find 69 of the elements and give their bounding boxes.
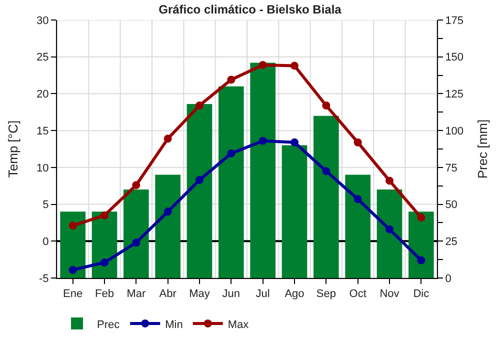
bar: [376, 190, 402, 278]
point: [258, 60, 267, 69]
x-tick-label: Ago: [284, 288, 304, 300]
y-axis-title: Temp [°C]: [6, 120, 20, 178]
point: [322, 167, 330, 176]
y-tick-label: 15: [36, 125, 49, 138]
y-tick-label: -5: [39, 272, 49, 285]
point: [196, 102, 204, 110]
x-tick-label: Dic: [413, 288, 430, 300]
bar: [345, 174, 370, 278]
x-tick-label: May: [189, 288, 210, 300]
bar: [124, 190, 149, 278]
x-tick-label: Jun: [222, 288, 240, 300]
x-tick-label: Abr: [159, 288, 177, 300]
y2-tick-label: 175: [445, 14, 464, 27]
x-tick-label: Nov: [380, 288, 400, 300]
y2-tick-label: 150: [445, 52, 464, 64]
legend-label: Prec: [97, 318, 120, 331]
point: [322, 102, 330, 110]
bar: [218, 86, 244, 278]
x-tick-label: Jul: [256, 288, 270, 300]
y-tick-label: 5: [42, 199, 49, 212]
x-tick-label: Mar: [126, 288, 146, 300]
x-tick-label: Ene: [63, 288, 83, 300]
point: [258, 136, 267, 145]
point: [290, 138, 298, 146]
y-tick-label: 10: [36, 162, 49, 174]
point: [386, 176, 394, 185]
bar: [60, 212, 86, 278]
y2-axis-title: Prec [mm]: [475, 119, 490, 179]
point: [132, 238, 140, 247]
point: [100, 258, 108, 267]
y2-tick-label: 100: [445, 125, 464, 138]
point: [227, 76, 236, 84]
point: [196, 176, 204, 184]
bar: [250, 62, 276, 278]
y2-tick-label: 25: [445, 236, 458, 248]
y-tick-label: 30: [36, 14, 49, 27]
x-tick-label: Oct: [349, 288, 366, 300]
point: [164, 134, 172, 143]
chart-title: Gráfico climático - Bielsko Biala: [158, 2, 342, 17]
y2-tick-label: 75: [445, 162, 458, 174]
y2-tick-label: 125: [445, 88, 464, 101]
y-tick-label: 0: [42, 236, 49, 248]
point: [354, 195, 362, 204]
point: [132, 181, 140, 190]
bar: [155, 174, 180, 278]
point: [164, 208, 172, 216]
point: [227, 149, 236, 158]
bar: [186, 104, 212, 278]
point: [417, 256, 426, 264]
bar: [314, 116, 339, 278]
point: [354, 138, 362, 146]
y2-tick-label: 50: [445, 199, 458, 212]
legend-label: Max: [228, 318, 250, 331]
legend-label: Min: [165, 318, 183, 331]
point: [100, 211, 108, 220]
point: [290, 62, 298, 70]
point: [68, 222, 77, 230]
bar: [408, 212, 434, 278]
point: [68, 266, 77, 274]
x-tick-label: Sep: [316, 288, 336, 300]
y-tick-label: 20: [36, 88, 49, 101]
x-tick-label: Feb: [95, 288, 114, 300]
point: [386, 225, 394, 234]
point: [417, 214, 426, 222]
y2-tick-label: 0: [445, 272, 452, 285]
bar: [282, 145, 308, 278]
y-tick-label: 25: [36, 52, 49, 64]
